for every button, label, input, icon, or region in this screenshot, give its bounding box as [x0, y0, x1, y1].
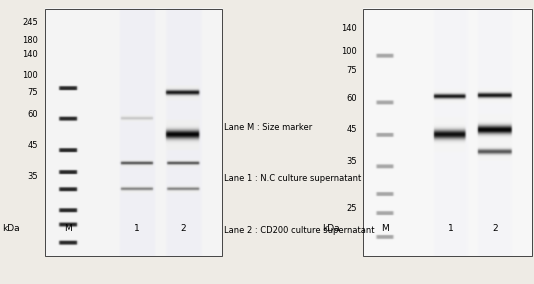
Text: 140: 140	[22, 50, 38, 59]
Text: 100: 100	[341, 47, 357, 56]
Text: kDa: kDa	[323, 224, 340, 233]
Text: 140: 140	[341, 24, 357, 33]
Text: 2: 2	[180, 224, 186, 233]
Text: 60: 60	[346, 94, 357, 103]
Text: M: M	[64, 224, 72, 233]
Text: Lane 1 : N.C culture supernatant: Lane 1 : N.C culture supernatant	[224, 174, 362, 183]
Text: 100: 100	[22, 71, 38, 80]
Text: M: M	[381, 224, 389, 233]
Text: 75: 75	[346, 66, 357, 75]
Bar	[45, 9, 222, 256]
Text: 1: 1	[134, 224, 140, 233]
Text: 35: 35	[28, 172, 38, 181]
Bar	[363, 9, 532, 256]
Text: 2: 2	[492, 224, 498, 233]
Text: 75: 75	[28, 88, 38, 97]
Text: Lane 2 : CD200 culture supernatant: Lane 2 : CD200 culture supernatant	[224, 225, 375, 235]
Text: 45: 45	[346, 125, 357, 134]
Text: kDa: kDa	[2, 224, 20, 233]
Text: 45: 45	[28, 141, 38, 150]
Text: 35: 35	[346, 157, 357, 166]
Text: 25: 25	[346, 204, 357, 213]
Text: 1: 1	[448, 224, 454, 233]
Text: Lane M : Size marker: Lane M : Size marker	[224, 123, 312, 132]
Text: 245: 245	[22, 18, 38, 27]
Text: 60: 60	[28, 110, 38, 119]
Text: 180: 180	[22, 36, 38, 45]
